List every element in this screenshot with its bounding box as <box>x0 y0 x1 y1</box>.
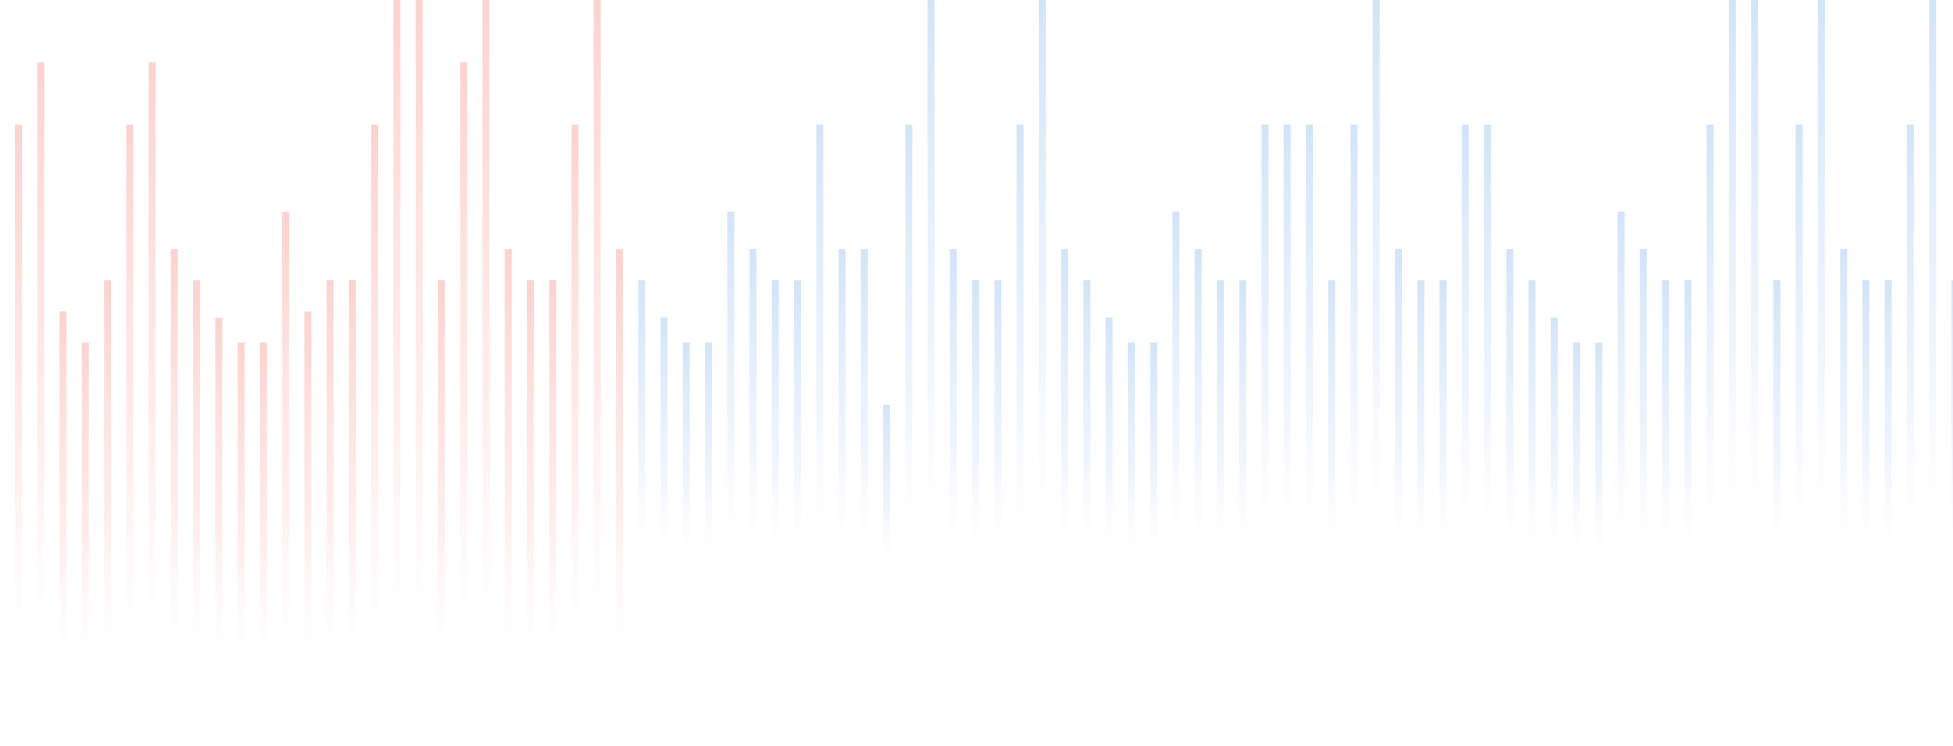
decorative-bar <box>1038 0 1046 575</box>
decorative-bar <box>1906 124 1914 575</box>
decorative-bar <box>415 0 423 690</box>
decorative-bar <box>215 317 223 690</box>
decorative-bar <box>37 62 45 691</box>
decorative-bar <box>326 280 334 690</box>
decorative-bar <box>504 249 512 690</box>
decorative-bar <box>437 280 445 690</box>
decorative-bar <box>727 211 735 575</box>
decorative-bar <box>1706 124 1714 575</box>
decorative-bar <box>1350 124 1358 575</box>
decorative-bar <box>1684 280 1692 575</box>
decorative-bar <box>1083 280 1091 575</box>
decorative-bar <box>638 280 646 575</box>
decorative-bar <box>1884 280 1892 575</box>
decorative-bar <box>1662 280 1670 575</box>
decorative-bar <box>1595 342 1603 575</box>
decorative-bar <box>1929 0 1937 575</box>
decorative-bar <box>771 280 779 575</box>
decorative-bar <box>1417 280 1425 575</box>
decorative-bar <box>1172 211 1180 575</box>
decorative-bar <box>571 124 579 691</box>
decorative-bar <box>905 124 913 575</box>
decorative-bar <box>170 249 178 690</box>
decorative-bar <box>1840 249 1848 575</box>
decorative-bar <box>1862 280 1870 575</box>
decorative-bar <box>81 342 89 690</box>
decorative-bar <box>1817 0 1825 575</box>
decorative-bar <box>549 280 557 690</box>
decorative-bar <box>1773 280 1781 575</box>
decorative-bar <box>1573 342 1581 575</box>
decorative-bar <box>1239 280 1247 575</box>
decorative-bar <box>1216 280 1224 575</box>
decorative-bar <box>860 249 868 575</box>
decorative-bar <box>371 124 379 691</box>
decorative-bar <box>1751 0 1759 575</box>
decorative-bar <box>1484 124 1491 575</box>
decorative-bar <box>972 280 980 575</box>
decorative-bar <box>927 0 935 575</box>
decorative-bar <box>616 249 623 690</box>
decorative-bar <box>1461 124 1469 575</box>
decorative-bar <box>104 280 112 690</box>
decorative-bar <box>59 311 67 690</box>
decorative-bar <box>148 62 156 691</box>
decorative-bar <box>816 124 824 575</box>
decorative-bar <box>1328 280 1336 575</box>
decorative-bar <box>1150 342 1158 575</box>
decorative-bar <box>1261 124 1269 575</box>
decorative-bar <box>126 124 134 691</box>
decorative-bar <box>838 249 846 575</box>
decorative-bar <box>348 280 356 690</box>
decorative-bar <box>682 342 690 575</box>
decorative-bar <box>526 280 534 690</box>
decorative-bar <box>705 342 712 575</box>
decorative-bar <box>1795 124 1803 575</box>
decorative-bar <box>393 0 401 690</box>
decorative-bar <box>259 342 267 690</box>
decorative-bar <box>1306 124 1313 575</box>
decorative-bar <box>1728 0 1736 575</box>
decorative-bar <box>994 280 1002 575</box>
decorative-bar <box>1439 280 1447 575</box>
decorative-bar <box>1639 249 1647 575</box>
decorative-bar <box>1617 211 1625 575</box>
decorative-bar <box>794 280 801 575</box>
decorative-bar <box>460 62 468 691</box>
decorative-bar <box>1061 249 1069 575</box>
decorative-bar <box>660 317 668 575</box>
decorative-bar <box>1951 280 1953 575</box>
decorative-bar <box>593 0 601 690</box>
decorative-bar <box>949 249 957 575</box>
decorative-bar <box>1506 249 1514 575</box>
decorative-bar <box>282 211 290 690</box>
decorative-bar <box>1105 317 1113 575</box>
decorative-bar <box>193 280 201 690</box>
decorative-bar <box>1372 0 1380 575</box>
decorative-bar <box>1283 124 1291 575</box>
decorative-bar <box>749 249 757 575</box>
decorative-bar <box>482 0 490 690</box>
decorative-bar <box>304 311 312 690</box>
decorative-bar <box>1127 342 1135 575</box>
decorative-bar <box>1528 280 1536 575</box>
decorative-bar <box>1395 249 1402 575</box>
decorative-bar <box>1550 317 1558 575</box>
decorative-bar <box>1194 249 1202 575</box>
decorative-bar <box>237 342 245 690</box>
decorative-bar <box>883 404 891 575</box>
decorative-bar <box>1016 124 1024 575</box>
decorative-bar <box>15 124 22 691</box>
